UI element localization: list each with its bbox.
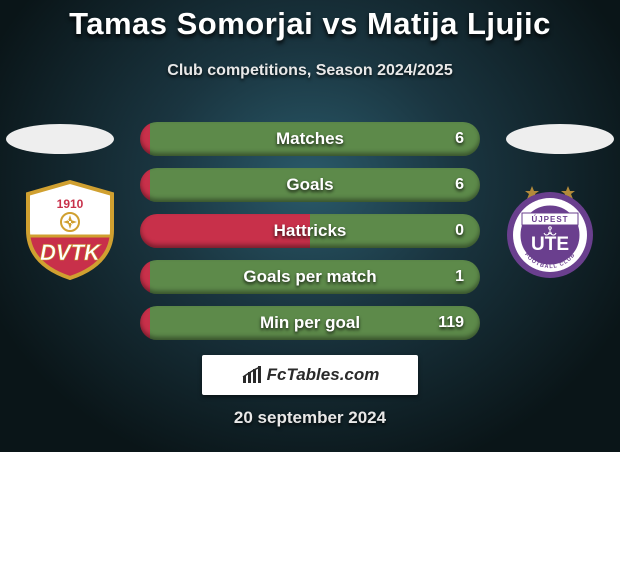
stat-row: Min per goal119 [140,306,480,340]
badge-right-banner: ÚJPEST [531,215,568,224]
badge-left-text: DVTK [40,240,102,265]
stat-label: Matches [140,122,480,156]
brand-chart-icon [241,364,263,386]
date-text: 20 september 2024 [0,408,620,428]
stat-right-value: 1 [455,260,464,294]
stat-label: Min per goal [140,306,480,340]
brand-box[interactable]: FcTables.com [202,355,418,395]
page-title: Tamas Somorjai vs Matija Ljujic [0,6,620,42]
player-photo-placeholder-left [6,124,114,154]
player-photo-placeholder-right [506,124,614,154]
competition-subtitle: Club competitions, Season 2024/2025 [0,62,620,80]
stat-right-value: 119 [438,306,464,340]
stat-right-value: 6 [455,168,464,202]
stat-right-value: 6 [455,122,464,156]
stat-label: Hattricks [140,214,480,248]
badge-left-year: 1910 [57,197,84,211]
stat-right-value: 0 [455,214,464,248]
badge-right-text: UTE [531,234,569,255]
club-badge-right: ÚJPEST UTE FOOTBALL CLUB [500,180,600,280]
stat-row: Matches6 [140,122,480,156]
stat-label: Goals [140,168,480,202]
club-badge-left: 1910 DVTK [20,180,120,280]
stat-label: Goals per match [140,260,480,294]
brand-text: FcTables.com [267,365,380,385]
stat-row: Goals6 [140,168,480,202]
stat-row: Hattricks0 [140,214,480,248]
stat-row: Goals per match1 [140,260,480,294]
